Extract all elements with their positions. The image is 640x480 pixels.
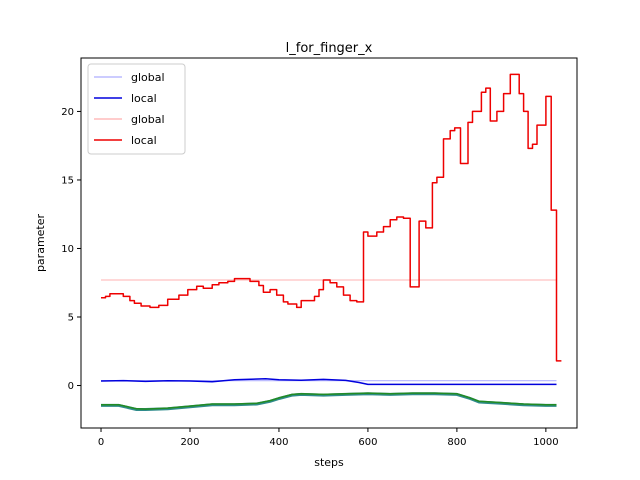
y-axis-label: parameter (34, 213, 47, 272)
x-tick-label: 800 (447, 437, 466, 448)
x-tick-label: 1000 (533, 437, 558, 448)
legend-label: local (131, 134, 157, 147)
x-tick-label: 0 (98, 437, 104, 448)
x-axis: 0 200 400 600 800 1000 (98, 428, 559, 448)
x-tick-label: 200 (180, 437, 199, 448)
x-tick-label: 400 (269, 437, 288, 448)
y-tick-label: 0 (68, 381, 74, 392)
y-tick-label: 10 (61, 244, 74, 255)
legend-label: global (131, 71, 165, 84)
series-line-3 (101, 73, 562, 362)
series-line-1 (100, 377, 557, 386)
series-line-5 (101, 392, 557, 410)
y-axis: 0 5 10 15 20 (61, 107, 81, 392)
legend-label: local (131, 92, 157, 105)
x-axis-label: steps (314, 456, 344, 469)
y-tick-label: 20 (61, 107, 74, 118)
y-tick-label: 15 (61, 175, 74, 186)
y-tick-label: 5 (68, 313, 74, 324)
plot-frame (80, 57, 578, 429)
plot-area (100, 73, 562, 411)
legend: global local global local (87, 63, 186, 155)
x-tick-label: 600 (358, 437, 377, 448)
legend-label: global (131, 113, 165, 126)
legend-box (87, 63, 186, 155)
chart-title: l_for_finger_x (286, 41, 373, 56)
